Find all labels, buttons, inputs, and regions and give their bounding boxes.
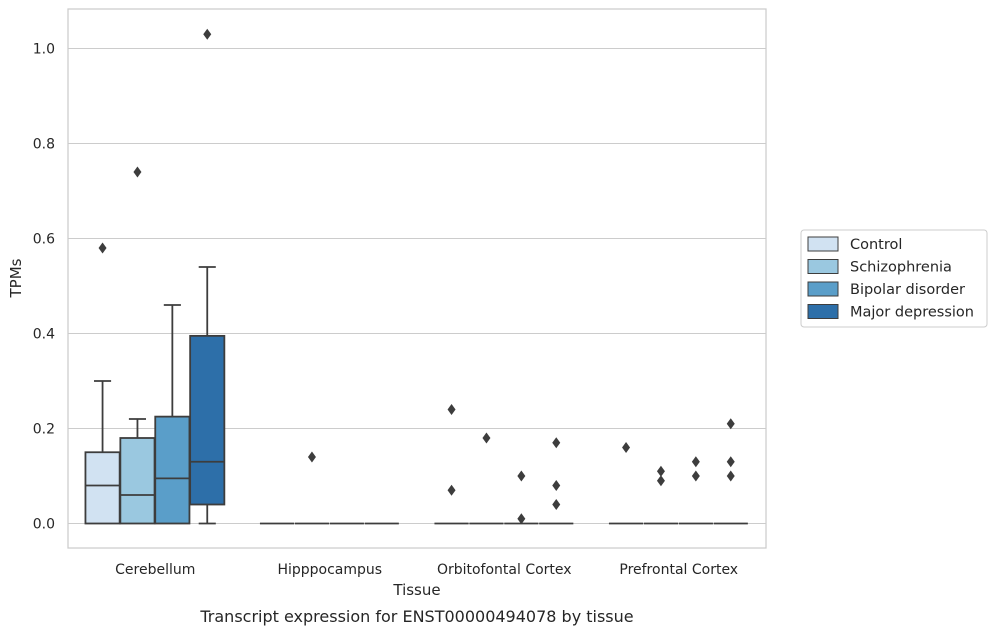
box-2-0 [434, 404, 469, 525]
box-body [119, 437, 156, 525]
box-2-3 [539, 437, 574, 525]
box-3-2 [678, 456, 713, 525]
x-tick-label: Hipppocampus [277, 562, 382, 578]
outlier-point [482, 432, 491, 444]
legend-label: Schizophrenia [850, 260, 952, 276]
legend-swatch [807, 304, 839, 319]
outlier-point [307, 451, 316, 463]
outlier-point [552, 480, 561, 491]
x-tick-label: Orbitofontal Cortex [437, 562, 572, 578]
box-body [84, 451, 121, 525]
outlier-point [552, 437, 561, 449]
legend-swatch [807, 281, 839, 297]
plot-frame [67, 8, 767, 549]
box-3-3 [713, 418, 748, 525]
y-tick-label: 0.8 [33, 137, 55, 153]
outlier-point [133, 166, 142, 178]
y-tick-label: 0.4 [33, 327, 55, 343]
outlier-point [656, 475, 665, 487]
outlier-point [691, 470, 700, 482]
legend-label: Major depression [850, 305, 974, 321]
y-axis-title: TPMs [7, 258, 25, 298]
legend-label: Control [850, 237, 902, 253]
outlier-point [691, 456, 700, 468]
box-2-1 [469, 432, 504, 525]
y-tick-label: 0.0 [33, 517, 55, 533]
legend-swatch [807, 259, 839, 274]
box-0-0 [84, 242, 121, 525]
outlier-point [98, 242, 107, 254]
y-tick-label: 0.6 [33, 232, 55, 248]
outlier-point [517, 513, 526, 525]
outlier-point [552, 499, 561, 510]
legend-label: Bipolar disorder [850, 282, 965, 298]
box-0-1 [119, 166, 156, 525]
x-axis-title: Tissue [392, 581, 440, 599]
box-0-3 [189, 28, 226, 525]
legend-frame [800, 229, 988, 328]
y-tick-label: 1.0 [33, 42, 55, 58]
legend-swatch [807, 236, 839, 252]
y-tick-labels: 0.0 0.2 0.4 0.6 0.8 1.0 [33, 42, 55, 533]
outlier-point [726, 418, 735, 430]
x-tick-label: Cerebellum [115, 562, 195, 578]
legend: Control Schizophrenia Bipolar disorder Majo… [800, 229, 988, 328]
box-layer [84, 28, 748, 525]
box-body [189, 334, 226, 506]
outlier-point [517, 470, 526, 482]
outlier-point [447, 484, 456, 496]
box-0-2 [154, 304, 191, 525]
box-body [154, 415, 191, 525]
chart-caption: Transcript expression for ENST0000049407… [199, 607, 633, 626]
y-tick-label: 0.2 [33, 422, 55, 438]
x-tick-label: Prefrontal Cortex [619, 562, 738, 578]
box-3-0 [608, 442, 644, 525]
box-1-1 [294, 451, 330, 525]
box-3-1 [643, 465, 679, 525]
outlier-point [622, 442, 631, 453]
outlier-point [203, 28, 212, 40]
outlier-point [726, 470, 735, 482]
x-tick-labels: Cerebellum Hipppocampus Orbitofontal Corte… [115, 562, 738, 578]
outlier-point [656, 465, 665, 477]
box-2-2 [504, 470, 539, 525]
outlier-point [447, 404, 456, 415]
outlier-point [726, 456, 735, 468]
